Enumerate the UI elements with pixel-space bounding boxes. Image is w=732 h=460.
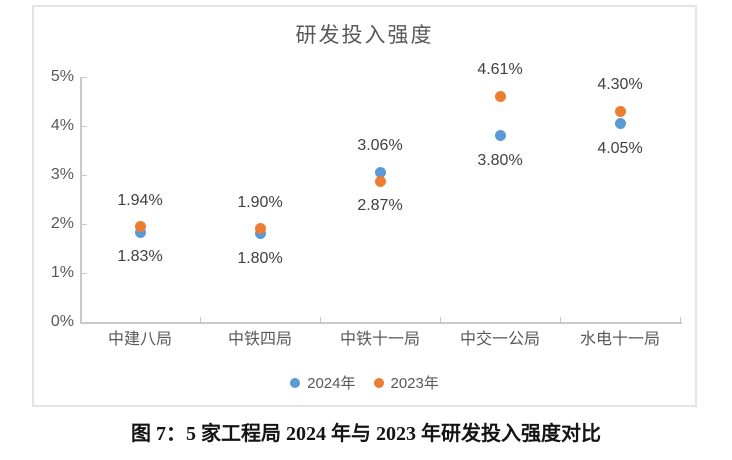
data-label: 1.83% bbox=[117, 248, 163, 266]
y-axis-tick bbox=[82, 224, 87, 225]
x-axis-category-label: 中铁四局 bbox=[227, 331, 292, 348]
chart-title: 研发投入强度 bbox=[295, 24, 434, 47]
y-axis-tick-label: 0% bbox=[50, 313, 74, 330]
legend: 2024年 2023年 bbox=[34, 372, 695, 393]
x-axis-tick bbox=[200, 317, 201, 322]
y-axis-tick bbox=[82, 322, 87, 323]
y-axis-tick bbox=[82, 126, 87, 127]
x-axis-line bbox=[80, 322, 682, 324]
x-axis-tick bbox=[80, 317, 81, 322]
data-point-2023年 bbox=[134, 221, 146, 233]
y-axis-line bbox=[80, 77, 82, 322]
data-label: 3.06% bbox=[357, 137, 403, 155]
x-axis-tick bbox=[560, 317, 561, 322]
legend-marker-icon bbox=[373, 377, 384, 388]
data-point-2024年 bbox=[374, 166, 386, 178]
data-label: 1.80% bbox=[237, 249, 283, 267]
data-label: 1.90% bbox=[237, 193, 283, 211]
x-axis-category-label: 中交一公局 bbox=[459, 331, 540, 348]
legend-label: 2024年 bbox=[307, 375, 356, 392]
data-point-2023年 bbox=[614, 105, 626, 117]
chart-panel: 研发投入强度 0% 1% 2% 3% 4% 5% 中建八局 中铁四局 中铁十一局 中交一公局 水电十… bbox=[32, 5, 697, 407]
x-axis-tick bbox=[680, 317, 681, 322]
legend-item-2023年: 2023年 bbox=[373, 372, 439, 393]
x-axis-category-label: 中铁十一局 bbox=[339, 331, 420, 348]
data-label: 2.87% bbox=[357, 197, 403, 215]
legend-marker-icon bbox=[290, 377, 301, 388]
y-axis-tick bbox=[82, 273, 87, 274]
data-point-2024年 bbox=[494, 130, 506, 142]
y-axis-tick-label: 3% bbox=[50, 166, 74, 183]
y-axis-tick-label: 5% bbox=[50, 68, 74, 85]
data-point-2023年 bbox=[494, 90, 506, 102]
data-point-2023年 bbox=[254, 223, 266, 235]
y-axis-tick-label: 2% bbox=[50, 215, 74, 232]
legend-item-2024年: 2024年 bbox=[290, 372, 356, 393]
data-label: 3.80% bbox=[477, 151, 523, 169]
x-axis-category-label: 中建八局 bbox=[107, 331, 172, 348]
y-axis-tick-label: 4% bbox=[50, 117, 74, 134]
data-label: 4.61% bbox=[477, 61, 523, 79]
legend-label: 2023年 bbox=[390, 375, 439, 392]
y-axis-tick bbox=[82, 175, 87, 176]
data-point-2023年 bbox=[374, 175, 386, 187]
x-axis-tick bbox=[440, 317, 441, 322]
data-point-2024年 bbox=[134, 226, 146, 238]
y-axis-tick-label: 1% bbox=[50, 264, 74, 281]
data-label: 4.30% bbox=[597, 76, 643, 94]
x-axis-tick bbox=[320, 317, 321, 322]
data-point-2024年 bbox=[614, 118, 626, 130]
x-axis-category-label: 水电十一局 bbox=[579, 331, 660, 348]
y-axis-tick bbox=[82, 77, 87, 78]
data-label: 4.05% bbox=[597, 139, 643, 157]
data-label: 1.94% bbox=[117, 191, 163, 209]
figure-caption: 图 7：5 家工程局 2024 年与 2023 年研发投入强度对比 bbox=[131, 423, 601, 445]
plot-area: 0% 1% 2% 3% 4% 5% 中建八局 中铁四局 中铁十一局 中交一公局 水电十一局 1.94%… bbox=[34, 7, 695, 405]
